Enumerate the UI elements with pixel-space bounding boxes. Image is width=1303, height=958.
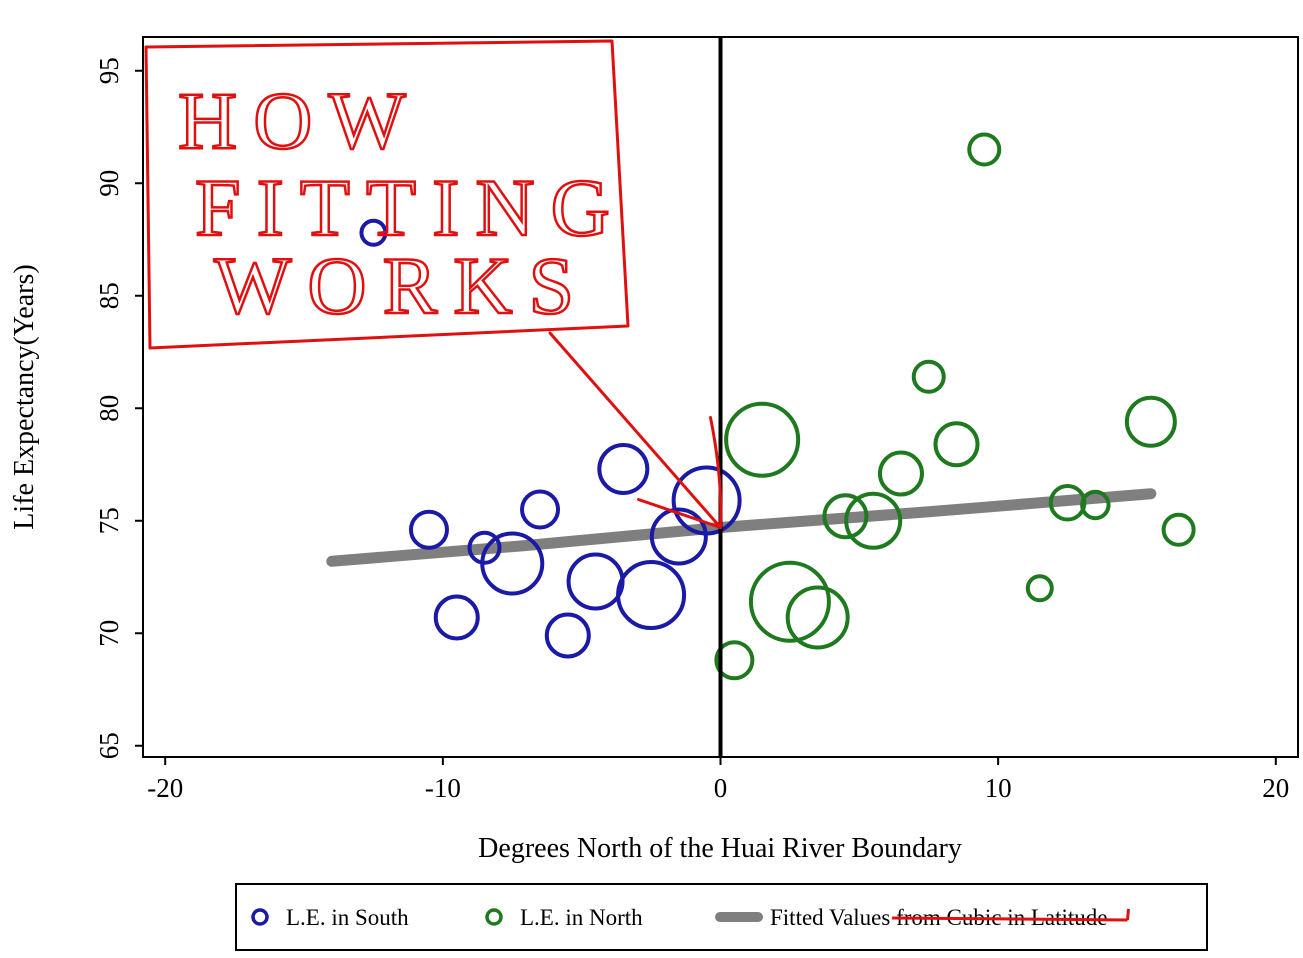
y-tick-label: 65 — [94, 732, 124, 759]
north-point — [1025, 574, 1054, 603]
north-point — [1124, 395, 1177, 448]
annotation-text-line: FITTING — [195, 162, 626, 253]
x-tick-label: -20 — [147, 773, 183, 803]
y-axis-title: Life Expectancy(Years) — [9, 264, 40, 529]
legend-strikethrough — [892, 916, 1128, 922]
annotation-text-line: WORKS — [214, 240, 590, 331]
annotation-arrowhead — [637, 498, 722, 529]
north-point — [1080, 489, 1111, 521]
points-layer — [359, 132, 1196, 681]
north-point — [822, 493, 869, 540]
y-tick-label: 75 — [94, 507, 124, 534]
south-point — [544, 612, 591, 659]
x-axis-title: Degrees North of the Huai River Boundary — [478, 833, 962, 864]
north-point — [877, 450, 924, 497]
south-point — [467, 530, 502, 565]
axis-ticks: -20 -10 0 10 20 65 70 75 80 85 90 95 — [94, 57, 1289, 803]
annotation-text-line: HOW — [178, 75, 422, 166]
north-point — [933, 421, 980, 468]
south-point — [597, 443, 650, 495]
south-point — [359, 218, 388, 247]
north-point — [724, 401, 801, 478]
legend: L.E. in South L.E. in North Fitted Values … — [251, 905, 1130, 930]
legend-label: L.E. in South — [286, 905, 409, 930]
legend-marker — [251, 908, 269, 926]
south-point — [520, 489, 561, 530]
north-point — [714, 640, 755, 681]
x-tick-label: 20 — [1262, 773, 1289, 803]
x-tick-label: 10 — [985, 773, 1012, 803]
north-point — [1161, 512, 1196, 547]
south-point — [649, 507, 708, 566]
legend-marker — [485, 908, 503, 926]
y-tick-label: 85 — [94, 282, 124, 309]
y-tick-label: 90 — [94, 170, 124, 197]
annotation-arrowhead — [709, 416, 723, 529]
north-point — [748, 560, 831, 643]
south-point — [671, 465, 742, 536]
y-tick-label: 95 — [94, 57, 124, 84]
x-tick-label: 0 — [714, 773, 728, 803]
north-point — [1048, 483, 1087, 522]
y-tick-label: 80 — [94, 395, 124, 422]
legend-strikethrough-tick — [1126, 908, 1130, 921]
south-point — [616, 560, 687, 630]
annotation-arrow — [548, 331, 722, 529]
north-point — [911, 359, 946, 394]
y-tick-label: 70 — [94, 620, 124, 647]
x-tick-label: -10 — [425, 773, 461, 803]
legend-label: L.E. in North — [520, 905, 643, 930]
north-point — [967, 132, 1002, 167]
south-point — [408, 509, 449, 550]
south-point — [480, 531, 545, 596]
south-point — [433, 594, 480, 641]
north-point — [844, 491, 903, 550]
north-point — [785, 585, 850, 650]
annotation-box — [144, 39, 630, 350]
